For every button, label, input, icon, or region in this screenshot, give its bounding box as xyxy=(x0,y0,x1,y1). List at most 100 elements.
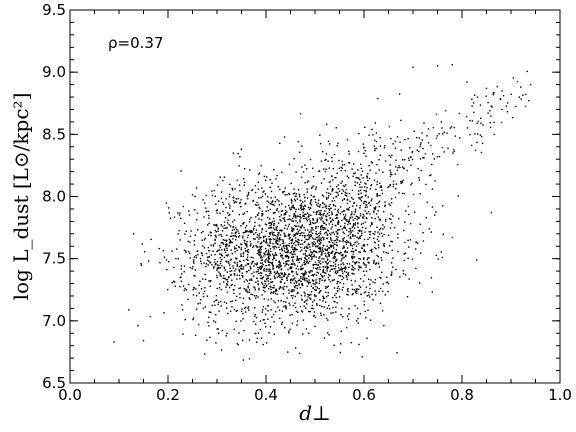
scatter-point xyxy=(274,245,277,248)
scatter-point xyxy=(288,238,291,240)
scatter-point xyxy=(253,238,255,240)
scatter-point xyxy=(281,272,283,275)
scatter-point xyxy=(204,202,206,204)
scatter-point xyxy=(267,310,269,312)
scatter-point xyxy=(506,102,509,104)
scatter-point xyxy=(388,218,391,220)
scatter-point xyxy=(334,294,336,297)
scatter-point xyxy=(232,197,234,199)
scatter-point xyxy=(364,200,366,203)
scatter-point xyxy=(355,288,357,290)
scatter-point xyxy=(358,236,360,239)
scatter-point xyxy=(331,211,333,213)
scatter-point xyxy=(363,250,365,252)
scatter-point xyxy=(346,208,348,210)
scatter-point xyxy=(387,186,389,189)
scatter-point xyxy=(277,234,280,236)
scatter-point xyxy=(496,86,498,88)
scatter-point xyxy=(278,240,280,242)
scatter-point xyxy=(400,119,402,122)
scatter-point xyxy=(297,259,300,261)
scatter-point xyxy=(357,169,359,171)
scatter-point xyxy=(418,137,421,139)
scatter-point xyxy=(264,223,267,225)
scatter-point xyxy=(278,263,280,266)
scatter-point xyxy=(215,223,218,226)
scatter-point xyxy=(363,249,365,251)
scatter-point xyxy=(420,142,422,144)
scatter-point xyxy=(326,233,329,235)
scatter-point xyxy=(351,293,354,296)
scatter-point xyxy=(348,231,350,233)
scatter-point xyxy=(362,262,365,264)
scatter-point xyxy=(294,210,297,213)
scatter-point xyxy=(369,296,371,298)
scatter-point xyxy=(332,306,334,309)
scatter-point xyxy=(329,217,332,219)
scatter-point xyxy=(291,245,294,247)
scatter-point xyxy=(290,219,292,221)
scatter-point xyxy=(233,308,236,311)
scatter-point xyxy=(376,202,378,205)
scatter-point xyxy=(260,165,262,167)
scatter-point xyxy=(414,211,416,213)
scatter-point xyxy=(260,248,262,251)
scatter-point xyxy=(437,258,439,260)
scatter-point xyxy=(324,170,326,173)
scatter-point xyxy=(225,302,228,304)
scatter-point xyxy=(493,91,495,94)
scatter-point xyxy=(335,311,337,313)
scatter-point xyxy=(466,81,468,83)
scatter-point xyxy=(355,262,358,264)
scatter-point xyxy=(185,230,187,232)
scatter-point xyxy=(288,204,290,207)
scatter-point xyxy=(304,235,306,237)
scatter-point xyxy=(267,196,269,198)
scatter-point xyxy=(150,238,152,241)
scatter-point xyxy=(286,260,289,262)
scatter-point xyxy=(237,197,239,200)
scatter-point xyxy=(308,270,310,273)
scatter-point xyxy=(292,256,294,259)
scatter-point xyxy=(278,261,280,263)
scatter-point xyxy=(323,275,326,277)
scatter-point xyxy=(417,242,419,244)
scatter-point xyxy=(193,275,195,277)
scatter-point xyxy=(336,280,339,283)
scatter-point xyxy=(283,217,286,219)
scatter-point xyxy=(440,251,442,253)
scatter-point xyxy=(317,267,319,269)
scatter-point xyxy=(296,265,299,267)
scatter-point xyxy=(351,265,353,267)
scatter-point xyxy=(377,97,379,100)
scatter-point xyxy=(474,149,477,151)
scatter-point xyxy=(293,213,295,215)
scatter-point xyxy=(379,145,382,147)
scatter-point xyxy=(346,247,349,249)
scatter-point xyxy=(258,233,261,235)
scatter-point xyxy=(310,234,312,236)
scatter-point xyxy=(258,224,260,226)
scatter-point xyxy=(218,332,220,334)
scatter-point xyxy=(220,197,223,200)
scatter-point xyxy=(362,226,364,229)
scatter-point xyxy=(288,218,291,220)
scatter-point xyxy=(217,227,219,229)
scatter-point xyxy=(351,168,353,170)
scatter-point xyxy=(238,246,240,249)
scatter-point xyxy=(340,330,342,332)
scatter-point xyxy=(213,261,216,264)
y-tick-label: 9.0 xyxy=(42,63,66,81)
scatter-point xyxy=(265,268,267,270)
scatter-point xyxy=(423,157,425,159)
scatter-point xyxy=(298,225,300,227)
scatter-point xyxy=(368,262,370,264)
scatter-point xyxy=(281,247,283,249)
scatter-point xyxy=(305,307,307,309)
scatter-point xyxy=(306,293,309,296)
scatter-point xyxy=(254,307,256,309)
scatter-point xyxy=(353,163,355,165)
scatter-point xyxy=(452,152,454,154)
scatter-point xyxy=(261,195,264,198)
scatter-point xyxy=(326,123,328,125)
